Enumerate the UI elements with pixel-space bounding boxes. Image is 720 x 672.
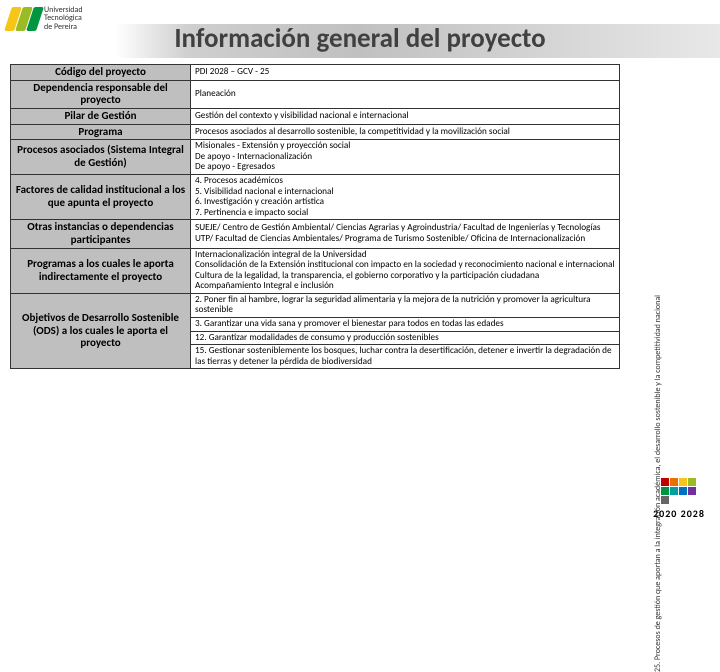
row-value: Gestión del contexto y visibilidad nacio… [191, 108, 620, 124]
page-title: Información general del proyecto [0, 22, 720, 55]
row-value: Misionales - Extensión y proyección soci… [191, 140, 620, 175]
row-value: 4. Procesos académicos 5. Visibilidad na… [191, 174, 620, 219]
row-value: Internacionalización integral de la Univ… [191, 248, 620, 293]
row-value: 3. Garantizar una vida sana y promover e… [191, 318, 620, 332]
pdi-logo: 2020 2028 [648, 468, 710, 530]
row-label: Procesos asociados (Sistema Integral de … [11, 140, 191, 175]
row-value: Planeación [191, 80, 620, 108]
row-label: Código del proyecto [11, 65, 191, 81]
row-label: Programas a los cuales le aporta indirec… [11, 248, 191, 293]
row-label: Pilar de Gestión [11, 108, 191, 124]
row-value: Procesos asociados al desarrollo sosteni… [191, 124, 620, 140]
row-label: Otras instancias o dependencias particip… [11, 220, 191, 248]
row-value: 15. Gestionar sosteniblemente los bosque… [191, 345, 620, 369]
row-label: Programa [11, 124, 191, 140]
info-table: Código del proyectoPDI 2028 – GCV - 25De… [10, 64, 620, 369]
row-label: Factores de calidad institucional a los … [11, 174, 191, 219]
row-value: 2. Poner fin al hambre, lograr la seguri… [191, 293, 620, 317]
pdi-years: 2020 2028 [653, 507, 705, 520]
row-label: Objetivos de Desarrollo Sostenible (ODS)… [11, 293, 191, 368]
row-label: Dependencia responsable del proyecto [11, 80, 191, 108]
row-value: PDI 2028 – GCV - 25 [191, 65, 620, 81]
row-value: 12. Garantizar modalidades de consumo y … [191, 331, 620, 345]
row-value: SUEJE/ Centro de Gestión Ambiental/ Cien… [191, 220, 620, 248]
